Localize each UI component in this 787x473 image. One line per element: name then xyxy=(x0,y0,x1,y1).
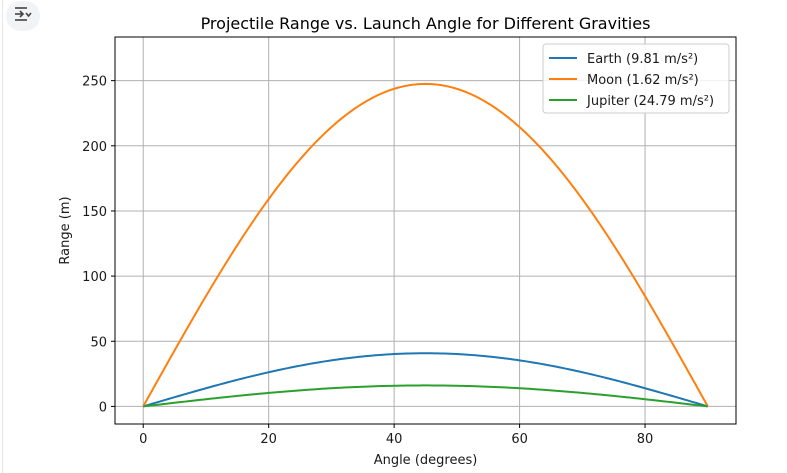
output-menu-button[interactable] xyxy=(6,1,40,31)
plot-frame xyxy=(114,36,737,425)
axis-ticks: 0 20 40 60 80 0 50 100 150 200 250 xyxy=(82,75,653,447)
chart-title: Projectile Range vs. Launch Angle for Di… xyxy=(201,14,651,33)
x-tick-label: 40 xyxy=(386,432,403,447)
x-axis-title: Angle (degrees) xyxy=(374,453,478,468)
legend-label: Earth (9.81 m/s²) xyxy=(587,52,698,67)
x-tick-label: 0 xyxy=(139,432,147,447)
series-layer xyxy=(142,82,709,408)
y-tick-label: 0 xyxy=(99,400,107,415)
x-tick-label: 60 xyxy=(511,432,528,447)
legend-label: Jupiter (24.79 m/s²) xyxy=(586,94,714,109)
x-tick-label: 20 xyxy=(260,432,277,447)
left-divider xyxy=(2,0,3,473)
x-tick-label: 80 xyxy=(637,432,654,447)
series-line-2 xyxy=(143,384,708,408)
series-line-1 xyxy=(142,82,709,407)
output-menu-icon xyxy=(13,5,33,27)
legend: Earth (9.81 m/s²) Moon (1.62 m/s²) Jupiter… xyxy=(542,43,730,114)
y-tick-label: 150 xyxy=(82,205,107,220)
y-tick-label: 100 xyxy=(82,270,107,285)
series-line-0 xyxy=(142,352,709,408)
y-tick-label: 50 xyxy=(90,335,107,350)
legend-label: Moon (1.62 m/s²) xyxy=(587,73,699,88)
y-tick-label: 250 xyxy=(82,75,107,90)
y-axis-title: Range (m) xyxy=(58,196,73,264)
y-tick-label: 200 xyxy=(82,140,107,155)
legend-box xyxy=(542,43,730,114)
